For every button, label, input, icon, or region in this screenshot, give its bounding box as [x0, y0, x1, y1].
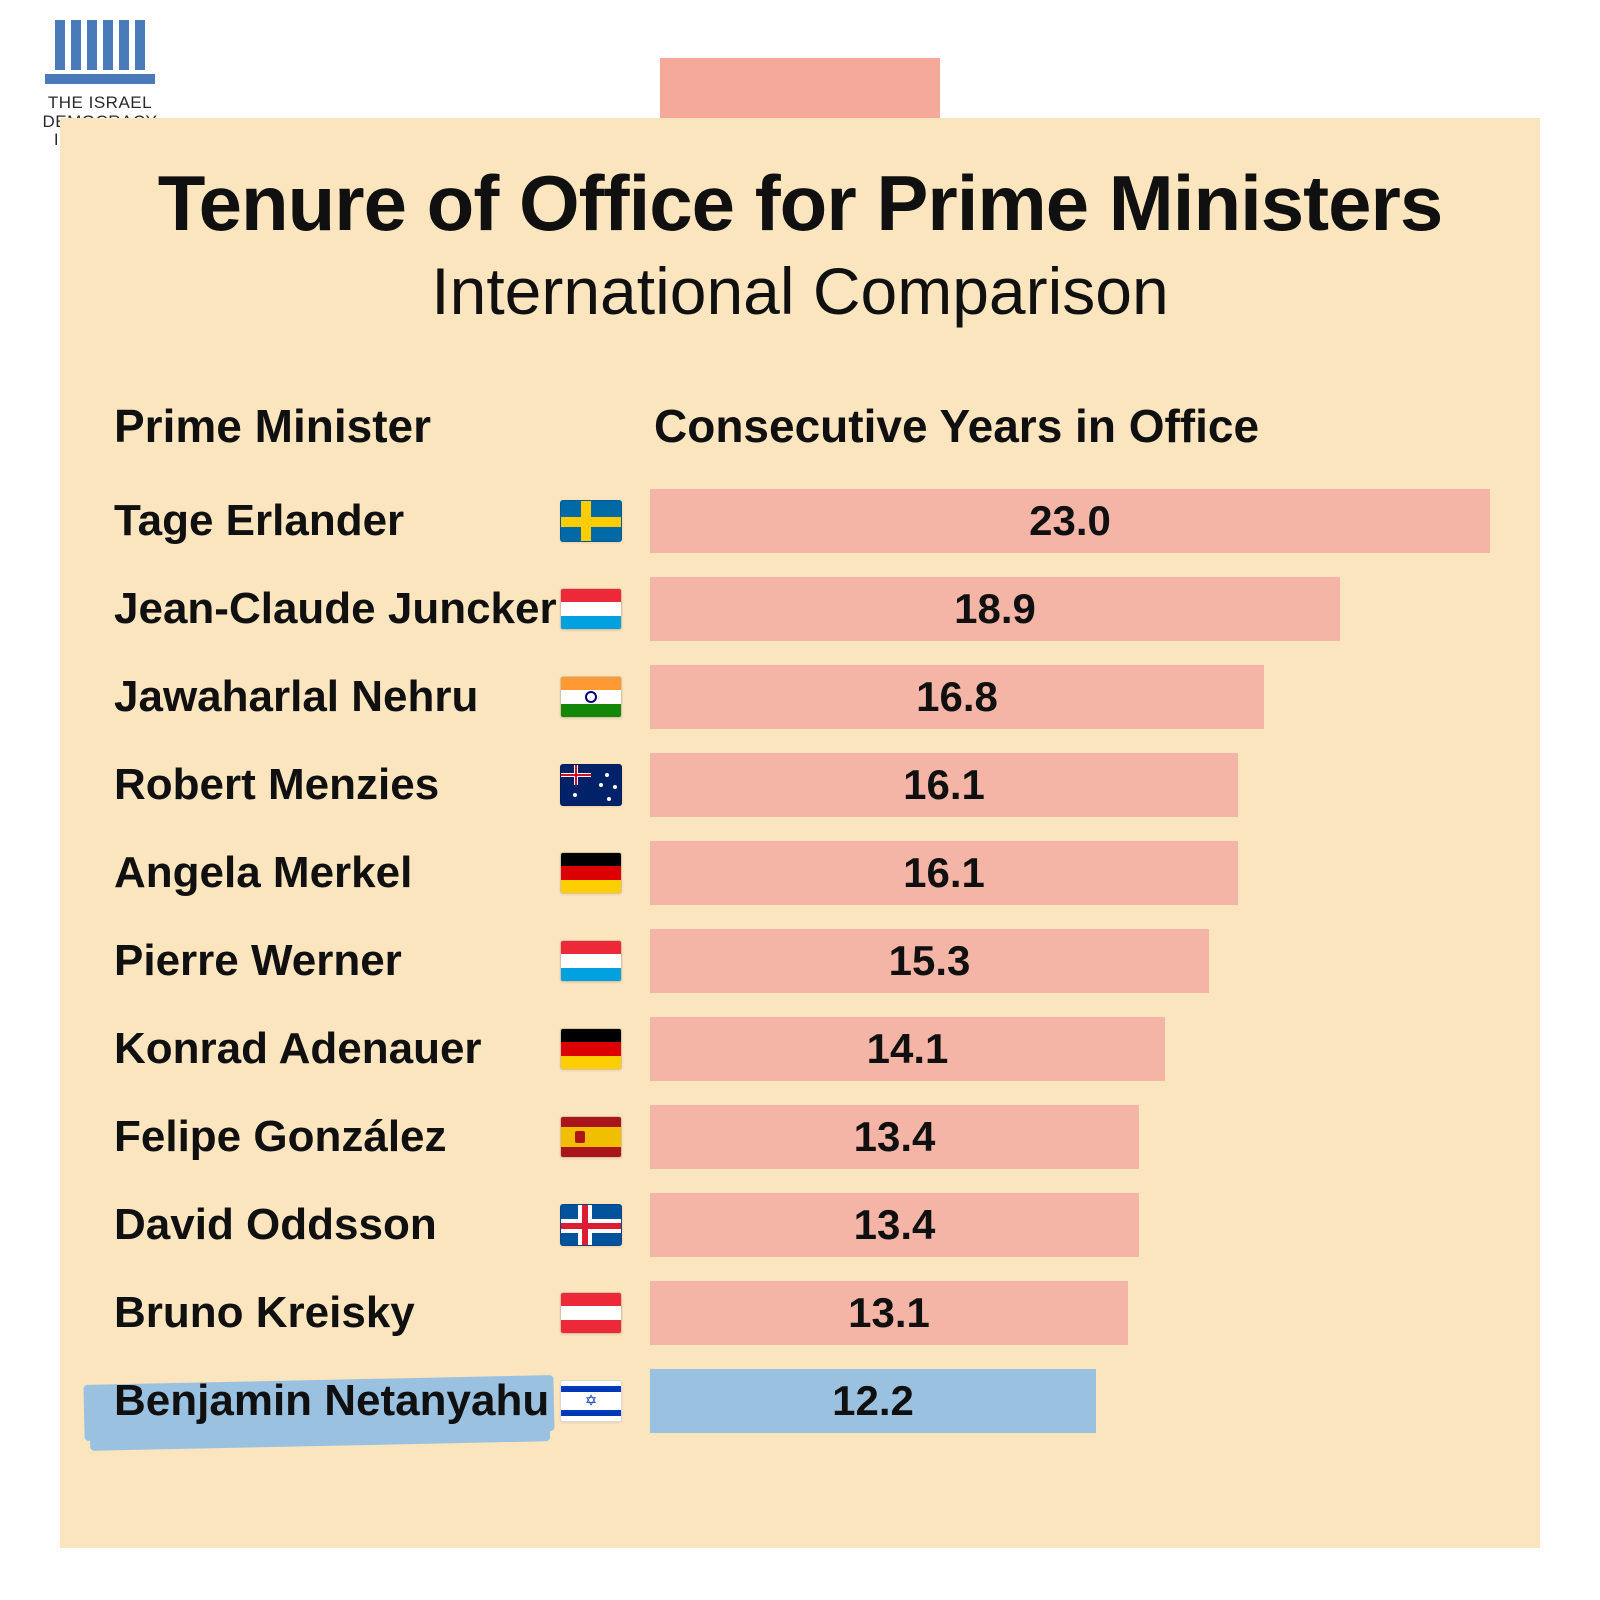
table-row: Felipe González 13.4 [110, 1093, 1490, 1181]
table-row: Benjamin Netanyahu✡ 12.2 [110, 1357, 1490, 1445]
austria-flag-icon [560, 1292, 622, 1334]
bar-value: 13.4 [854, 1201, 936, 1249]
page-title: Tenure of Office for Prime Ministers [110, 158, 1490, 249]
table-row: Pierre Werner 15.3 [110, 917, 1490, 1005]
header-name: Prime Minister [114, 399, 654, 453]
bar-value: 13.1 [848, 1289, 930, 1337]
spain-flag-icon [560, 1116, 622, 1158]
bar-value: 16.8 [916, 673, 998, 721]
pm-name: Benjamin Netanyahu [110, 1376, 560, 1426]
pm-name: Konrad Adenauer [110, 1024, 560, 1074]
bar: 23.0 [650, 489, 1490, 553]
pm-name: Bruno Kreisky [110, 1288, 560, 1338]
bar: 18.9 [650, 577, 1340, 641]
pm-name: Jawaharlal Nehru [110, 672, 560, 722]
germany-flag-icon [560, 1028, 622, 1070]
infographic-card: Tenure of Office for Prime Ministers Int… [60, 118, 1540, 1548]
pm-name: Tage Erlander [110, 496, 560, 546]
page-subtitle: International Comparison [110, 253, 1490, 329]
bar: 13.4 [650, 1105, 1139, 1169]
bar: 12.2 [650, 1369, 1096, 1433]
bar-area: 16.8 [650, 665, 1490, 729]
germany-flag-icon [560, 852, 622, 894]
table-row: Tage Erlander 23.0 [110, 477, 1490, 565]
table-row: Robert Menzies 16.1 [110, 741, 1490, 829]
pm-name: Jean-Claude Juncker [110, 584, 560, 634]
bar-area: 13.4 [650, 1105, 1490, 1169]
bar-value: 18.9 [954, 585, 1036, 633]
bar: 15.3 [650, 929, 1209, 993]
bar-value: 16.1 [903, 761, 985, 809]
australia-flag-icon [560, 764, 622, 806]
luxembourg-flag-icon [560, 588, 622, 630]
logo-text-line1: THE ISRAEL [30, 94, 170, 113]
bar-value: 12.2 [832, 1377, 914, 1425]
pm-name: Robert Menzies [110, 760, 560, 810]
iceland-flag-icon [560, 1204, 622, 1246]
table-row: Jean-Claude Juncker 18.9 [110, 565, 1490, 653]
pm-name: Felipe González [110, 1112, 560, 1162]
bar-area: 16.1 [650, 841, 1490, 905]
logo-base-icon [45, 74, 155, 84]
bar: 13.4 [650, 1193, 1139, 1257]
logo-columns-icon [30, 20, 170, 70]
bar-value: 15.3 [889, 937, 971, 985]
chart-rows-container: Tage Erlander 23.0 Jean-Claude Juncker 18.9… [110, 477, 1490, 1445]
bar-area: 16.1 [650, 753, 1490, 817]
table-row: Jawaharlal Nehru 16.8 [110, 653, 1490, 741]
pm-name: Pierre Werner [110, 936, 560, 986]
bar-area: 15.3 [650, 929, 1490, 993]
pm-name: David Oddsson [110, 1200, 560, 1250]
bar: 16.8 [650, 665, 1264, 729]
sweden-flag-icon [560, 500, 622, 542]
bar-area: 18.9 [650, 577, 1490, 641]
table-row: Konrad Adenauer 14.1 [110, 1005, 1490, 1093]
bar-area: 23.0 [650, 489, 1490, 553]
pm-name: Angela Merkel [110, 848, 560, 898]
india-flag-icon [560, 676, 622, 718]
bar-area: 12.2 [650, 1369, 1490, 1433]
bar: 16.1 [650, 753, 1238, 817]
bar: 16.1 [650, 841, 1238, 905]
table-row: David Oddsson 13.4 [110, 1181, 1490, 1269]
bar: 14.1 [650, 1017, 1165, 1081]
bar-value: 13.4 [854, 1113, 936, 1161]
bar-area: 13.1 [650, 1281, 1490, 1345]
bar-value: 16.1 [903, 849, 985, 897]
bar-area: 14.1 [650, 1017, 1490, 1081]
column-headers: Prime Minister Consecutive Years in Offi… [110, 399, 1490, 453]
bar-value: 23.0 [1029, 497, 1111, 545]
table-row: Bruno Kreisky 13.1 [110, 1269, 1490, 1357]
bar: 13.1 [650, 1281, 1128, 1345]
israel-flag-icon: ✡ [560, 1380, 622, 1422]
header-value: Consecutive Years in Office [654, 399, 1486, 453]
bar-area: 13.4 [650, 1193, 1490, 1257]
bar-value: 14.1 [867, 1025, 949, 1073]
decorative-tab-icon [660, 58, 940, 118]
luxembourg-flag-icon [560, 940, 622, 982]
table-row: Angela Merkel 16.1 [110, 829, 1490, 917]
